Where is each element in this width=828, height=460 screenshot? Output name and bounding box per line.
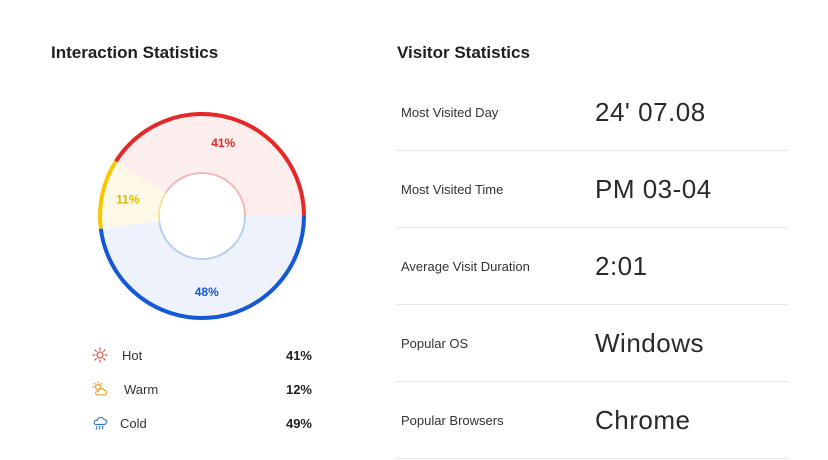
interaction-donut-chart: 41% 11% 48% bbox=[96, 110, 308, 322]
legend-label-cold: Cold bbox=[120, 415, 147, 431]
stat-label: Most Visited Day bbox=[401, 104, 499, 120]
legend-item-hot: Hot 41% bbox=[90, 338, 312, 372]
sun-icon bbox=[92, 347, 108, 363]
stat-value: Chrome bbox=[595, 404, 691, 435]
stat-value: 2:01 bbox=[595, 250, 648, 281]
interaction-statistics-title: Interaction Statistics bbox=[51, 43, 219, 62]
donut-slice-cold bbox=[100, 216, 305, 319]
stat-value: 24' 07.08 bbox=[595, 96, 706, 127]
legend-item-cold: Cold 49% bbox=[90, 406, 312, 440]
stat-value: Windows bbox=[595, 327, 704, 358]
donut-inner-arc-cold bbox=[158, 215, 246, 260]
legend-item-warm: Warm 12% bbox=[90, 372, 312, 406]
donut-arc-warm bbox=[98, 160, 118, 230]
stat-value: PM 03-04 bbox=[595, 173, 712, 204]
legend-value-cold: 49% bbox=[285, 415, 312, 431]
stat-label: Most Visited Time bbox=[401, 181, 504, 197]
legend-value-hot: 41% bbox=[285, 347, 312, 363]
visitor-statistics-title: Visitor Statistics bbox=[397, 43, 530, 62]
stat-row-popular-browsers: Popular Browsers Chrome bbox=[396, 382, 788, 459]
stat-row-average-visit-duration: Average Visit Duration 2:01 bbox=[396, 228, 788, 305]
stat-row-popular-os: Popular OS Windows bbox=[396, 305, 788, 382]
partly-sunny-icon bbox=[92, 381, 108, 397]
stat-label: Popular Browsers bbox=[401, 412, 504, 428]
donut-slice-hot bbox=[115, 113, 304, 216]
donut-label-warm: 11% bbox=[116, 192, 140, 206]
legend-label-hot: Hot bbox=[122, 347, 143, 363]
donut-hole bbox=[160, 174, 244, 258]
donut-label-hot: 41% bbox=[211, 136, 235, 150]
donut-inner-arc-hot bbox=[164, 172, 246, 217]
interaction-legend: Hot 41% Warm 12% bbox=[90, 338, 312, 440]
stat-row-most-visited-day: Most Visited Day 24' 07.08 bbox=[396, 74, 788, 151]
stat-label: Average Visit Duration bbox=[401, 258, 530, 274]
donut-arc-hot bbox=[114, 112, 306, 217]
visitor-statistics-list: Most Visited Day 24' 07.08 Most Visited … bbox=[396, 74, 788, 459]
donut-inner-arc-warm bbox=[158, 192, 167, 222]
donut-arc-cold bbox=[98, 215, 306, 320]
stat-row-most-visited-time: Most Visited Time PM 03-04 bbox=[396, 151, 788, 228]
legend-label-warm: Warm bbox=[124, 381, 159, 397]
donut-label-cold: 48% bbox=[195, 285, 219, 299]
donut-slice-warm bbox=[100, 161, 165, 229]
stat-label: Popular OS bbox=[401, 335, 469, 351]
legend-value-warm: 12% bbox=[285, 381, 312, 397]
rain-cloud-icon bbox=[92, 415, 108, 431]
